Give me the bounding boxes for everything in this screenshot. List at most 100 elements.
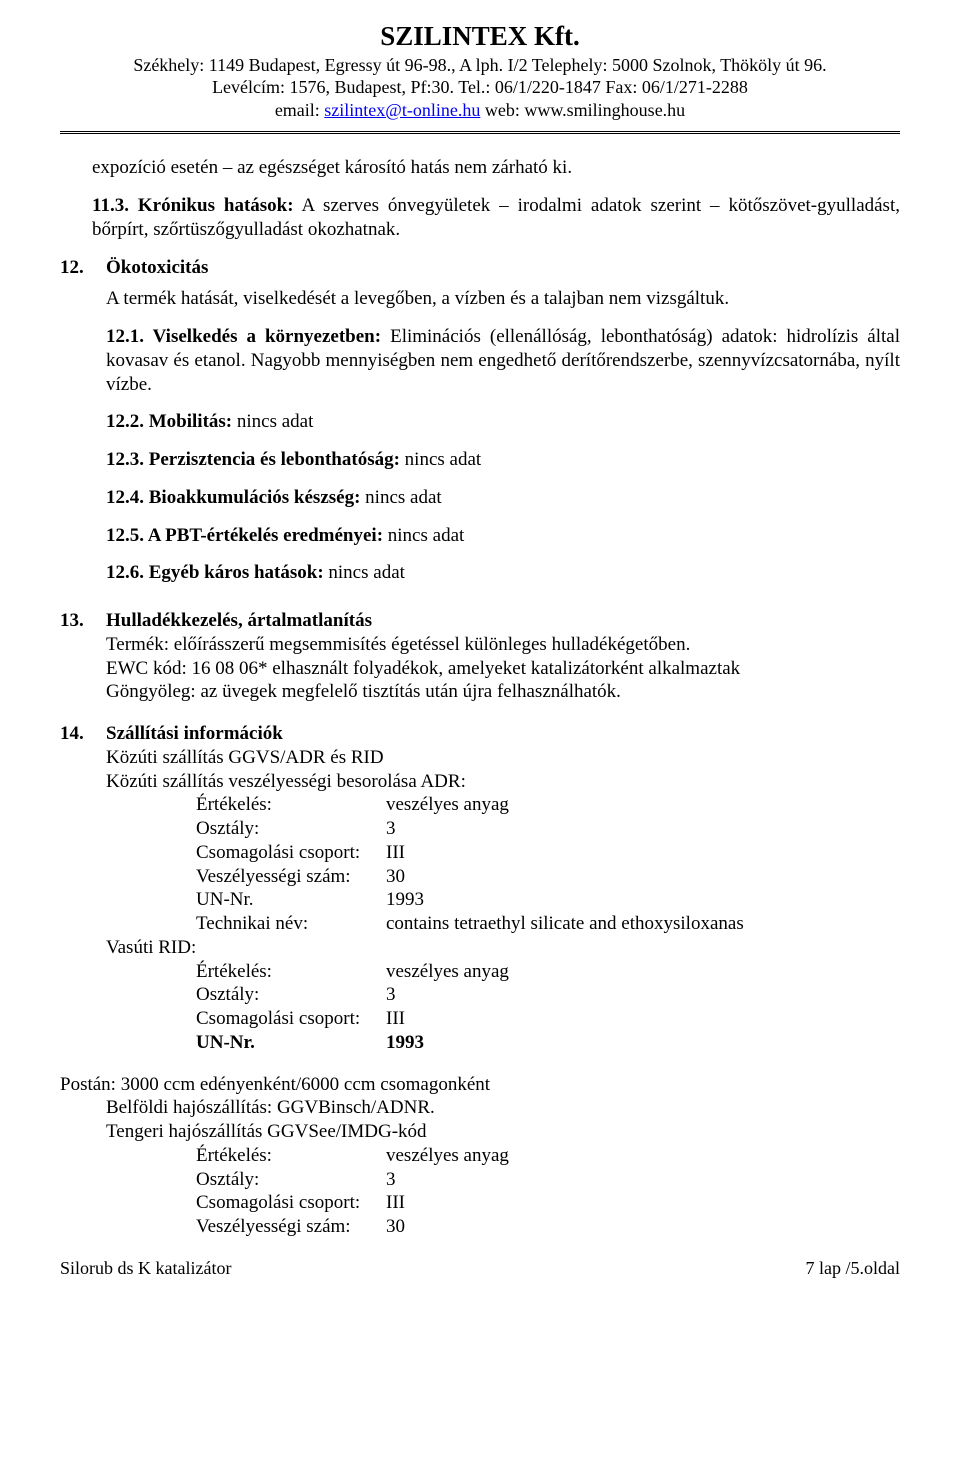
r3-hazn-l: Veszélyességi szám:	[196, 1215, 386, 1239]
header-rule-top	[60, 131, 900, 132]
sec14-lower: Belföldi hajószállítás: GGVBinsch/ADNR. …	[60, 1096, 900, 1239]
r2-class-l: Osztály:	[196, 983, 386, 1007]
section-13-head: 13. Hulladékkezelés, ártalmatlanítás Ter…	[60, 609, 900, 704]
sec12-i2-rest: nincs adat	[232, 411, 313, 432]
sec14-inland: Belföldi hajószállítás: GGVBinsch/ADNR.	[106, 1096, 900, 1120]
sec12-i6-rest: nincs adat	[324, 562, 405, 583]
r2-un: UN-Nr.1993	[196, 1031, 900, 1055]
footer-right: 7 lap /5.oldal	[806, 1257, 900, 1280]
sec12-i5-num: 12.5. A PBT-értékelés eredményei:	[106, 525, 383, 546]
r1-eval: Értékelés:veszélyes anyag	[196, 793, 900, 817]
sec12-i5-rest: nincs adat	[383, 525, 464, 546]
r3-class-l: Osztály:	[196, 1168, 386, 1192]
sec12-i3-rest: nincs adat	[400, 449, 481, 470]
letterhead: SZILINTEX Kft. Székhely: 1149 Budapest, …	[60, 20, 900, 121]
r1-eval-l: Értékelés:	[196, 793, 386, 817]
sec12-i4: 12.4. Bioakkumulációs készség: nincs ada…	[106, 486, 900, 510]
r1-eval-v: veszélyes anyag	[386, 793, 900, 817]
sec12-i2-num: 12.2. Mobilitás:	[106, 411, 232, 432]
sec13-l3: Göngyöleg: az üvegek megfelelő tisztítás…	[106, 680, 900, 704]
intro-p1: expozíció esetén – az egészséget károsít…	[92, 156, 900, 180]
page-footer: Silorub ds K katalizátor 7 lap /5.oldal	[60, 1257, 900, 1280]
intro-p2: 11.3. Krónikus hatások: A szerves ónvegy…	[92, 194, 900, 242]
r1-tech: Technikai név:contains tetraethyl silica…	[196, 912, 900, 936]
web-label: web: www.smilinghouse.hu	[480, 100, 685, 120]
section-14-body: Szállítási információk Közúti szállítás …	[106, 722, 900, 1055]
r2-un-v: 1993	[386, 1031, 900, 1055]
sec13-l1: Termék: előírásszerű megsemmisítés égeté…	[106, 633, 900, 657]
sec14-r1-block: Értékelés:veszélyes anyag Osztály:3 Csom…	[106, 793, 900, 936]
section-12-head: 12. Ökotoxicitás	[60, 256, 900, 280]
r3-eval-v: veszélyes anyag	[386, 1144, 900, 1168]
section-12-num: 12.	[60, 256, 106, 280]
sec12-i3-num: 12.3. Perzisztencia és lebonthatóság:	[106, 449, 400, 470]
r3-eval: Értékelés:veszélyes anyag	[196, 1144, 900, 1168]
r1-class-l: Osztály:	[196, 817, 386, 841]
intro-p2-num: 11.3. Krónikus hatások:	[92, 195, 294, 216]
r1-un-l: UN-Nr.	[196, 888, 386, 912]
section-14-head: 14. Szállítási információk Közúti szállí…	[60, 722, 900, 1055]
sec12-i6: 12.6. Egyéb káros hatások: nincs adat	[106, 561, 900, 585]
r2-class-v: 3	[386, 983, 900, 1007]
company-name: SZILINTEX Kft.	[60, 20, 900, 54]
sec12-p2: 12.1. Viselkedés a környezetben: Eliminá…	[106, 325, 900, 396]
r3-hazn-v: 30	[386, 1215, 900, 1239]
section-13-title: Hulladékkezelés, ártalmatlanítás	[106, 609, 900, 633]
r1-hazn-v: 30	[386, 865, 900, 889]
r1-pack-l: Csomagolási csoport:	[196, 841, 386, 865]
sec12-i5: 12.5. A PBT-értékelés eredményei: nincs …	[106, 524, 900, 548]
r3-class-v: 3	[386, 1168, 900, 1192]
sec13-l2: EWC kód: 16 08 06* elhasznált folyadékok…	[106, 657, 900, 681]
r1-class: Osztály:3	[196, 817, 900, 841]
address-line-2: Levélcím: 1576, Budapest, Pf:30. Tel.: 0…	[60, 76, 900, 99]
footer-left: Silorub ds K katalizátor	[60, 1257, 231, 1280]
sec14-rail-head: Vasúti RID:	[106, 936, 900, 960]
sec14-postal: Postán: 3000 ccm edényenként/6000 ccm cs…	[60, 1073, 900, 1097]
r1-pack: Csomagolási csoport:III	[196, 841, 900, 865]
sec14-r2-block: Értékelés:veszélyes anyag Osztály:3 Csom…	[106, 960, 900, 1055]
section-14-num: 14.	[60, 722, 106, 746]
intro-block: expozíció esetén – az egészséget károsít…	[60, 156, 900, 241]
r1-class-v: 3	[386, 817, 900, 841]
sec12-p1: A termék hatását, viselkedését a levegőb…	[106, 287, 900, 311]
section-14-title: Szállítási információk	[106, 722, 900, 746]
r2-class: Osztály:3	[196, 983, 900, 1007]
r2-pack: Csomagolási csoport:III	[196, 1007, 900, 1031]
sec14-road2: Közúti szállítás veszélyességi besorolás…	[106, 770, 900, 794]
r1-un: UN-Nr.1993	[196, 888, 900, 912]
r1-un-v: 1993	[386, 888, 900, 912]
r2-eval-v: veszélyes anyag	[386, 960, 900, 984]
sec12-p2-num: 12.1. Viselkedés a környezetben:	[106, 326, 381, 347]
r3-hazn: Veszélyességi szám:30	[196, 1215, 900, 1239]
r1-pack-v: III	[386, 841, 900, 865]
r3-eval-l: Értékelés:	[196, 1144, 386, 1168]
contact-line: email: szilintex@t-online.hu web: www.sm…	[60, 99, 900, 122]
sec14-r3-block: Értékelés:veszélyes anyag Osztály:3 Csom…	[106, 1144, 900, 1239]
r2-eval: Értékelés:veszélyes anyag	[196, 960, 900, 984]
r2-pack-l: Csomagolási csoport:	[196, 1007, 386, 1031]
section-13-num: 13.	[60, 609, 106, 633]
r1-tech-v: contains tetraethyl silicate and ethoxys…	[386, 912, 900, 936]
r2-eval-l: Értékelés:	[196, 960, 386, 984]
r3-class: Osztály:3	[196, 1168, 900, 1192]
address-line-1: Székhely: 1149 Budapest, Egressy út 96-9…	[60, 54, 900, 77]
sec12-i4-num: 12.4. Bioakkumulációs készség:	[106, 487, 360, 508]
header-rule-bottom	[60, 133, 900, 134]
email-label: email:	[275, 100, 324, 120]
r1-hazn: Veszélyességi szám:30	[196, 865, 900, 889]
sec14-sea: Tengeri hajószállítás GGVSee/IMDG-kód	[106, 1120, 900, 1144]
section-12-title: Ökotoxicitás	[106, 256, 900, 280]
r1-hazn-l: Veszélyességi szám:	[196, 865, 386, 889]
sec12-i2: 12.2. Mobilitás: nincs adat	[106, 410, 900, 434]
sec12-i6-num: 12.6. Egyéb káros hatások:	[106, 562, 324, 583]
r2-pack-v: III	[386, 1007, 900, 1031]
section-13-body: Hulladékkezelés, ártalmatlanítás Termék:…	[106, 609, 900, 704]
r2-un-l: UN-Nr.	[196, 1031, 386, 1055]
section-12-body: A termék hatását, viselkedését a levegőb…	[60, 287, 900, 585]
r1-tech-l: Technikai név:	[196, 912, 386, 936]
sec12-i4-rest: nincs adat	[360, 487, 441, 508]
email-link[interactable]: szilintex@t-online.hu	[324, 100, 480, 120]
r3-pack-l: Csomagolási csoport:	[196, 1191, 386, 1215]
sec14-road1: Közúti szállítás GGVS/ADR és RID	[106, 746, 900, 770]
sec12-i3: 12.3. Perzisztencia és lebonthatóság: ni…	[106, 448, 900, 472]
